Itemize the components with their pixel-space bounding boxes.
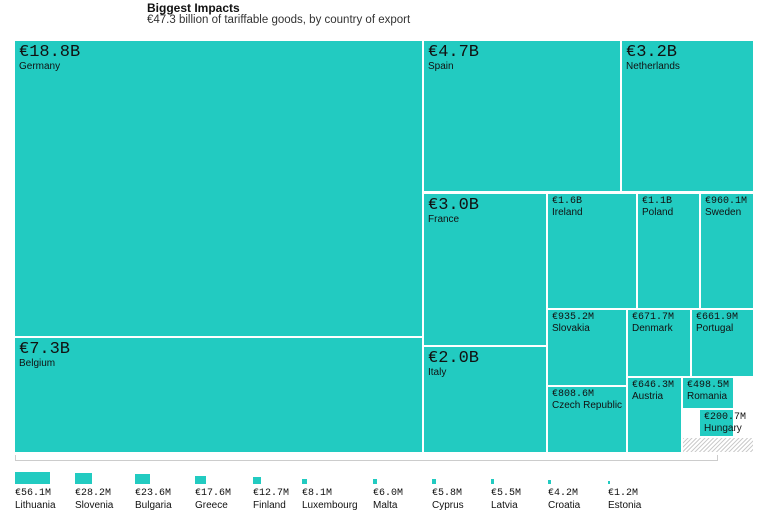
small-bar (15, 472, 50, 484)
value-label: €200.7M (704, 412, 747, 423)
tile: €960.1M Sweden (701, 194, 753, 308)
value-label: €17.6M (195, 488, 232, 499)
tile: €200.7M Hungary (700, 410, 746, 436)
category-label: Slovenia (75, 500, 114, 511)
tile-label: Netherlands (626, 61, 680, 72)
tile: €7.3B Belgium (15, 338, 422, 452)
value-label: €3.0B (428, 196, 480, 215)
tile-label: Italy (428, 367, 447, 378)
tile: €1.1B Poland (638, 194, 699, 308)
tile-label: Austria (632, 391, 664, 402)
value-label: €18.8B (19, 43, 81, 62)
value-label: €12.7M (253, 488, 290, 499)
tile-label: Portugal (696, 323, 734, 334)
value-label: €671.7M (632, 312, 675, 323)
tile-label: Sweden (705, 207, 742, 218)
tile-label: Belgium (19, 358, 56, 369)
category-label: Luxembourg (302, 500, 358, 511)
tile-label: Czech Republic (552, 400, 623, 411)
tile-label: Poland (642, 207, 674, 218)
small-bar (75, 472, 93, 484)
value-label: €28.2M (75, 488, 112, 499)
category-label: Croatia (548, 500, 581, 511)
category-label: Estonia (608, 500, 642, 511)
value-label: €4.7B (428, 43, 480, 62)
tile: €498.5M Romania (683, 378, 733, 408)
tile: €1.6B Ireland (548, 194, 636, 308)
category-label: Finland (253, 500, 286, 511)
value-label: €646.3M (632, 380, 675, 391)
tile: €3.2B Netherlands (622, 41, 753, 191)
chart-subtitle: €47.3 billion of tariffable goods, by co… (147, 14, 411, 26)
tile: €661.9M Portugal (692, 310, 753, 376)
category-label: Greece (195, 500, 228, 511)
small-bar (432, 479, 436, 484)
value-label: €56.1M (15, 488, 52, 499)
tile-label: Germany (19, 61, 61, 72)
small-bar (548, 479, 551, 484)
small-bar (373, 479, 377, 484)
tile: €18.8B Germany (15, 41, 422, 336)
category-label: Cyprus (432, 500, 464, 511)
tile: €4.7B Spain (424, 41, 620, 191)
tile-label: Hungary (704, 423, 742, 434)
small-bar (135, 473, 150, 484)
value-label: €661.9M (696, 312, 739, 323)
value-label: €3.2B (626, 43, 678, 62)
tile-label: Romania (687, 391, 728, 402)
value-label: €7.3B (19, 340, 71, 359)
bracket (15, 455, 718, 461)
tile-label: Spain (428, 61, 454, 72)
tile-label: Slovakia (552, 323, 590, 334)
value-label: €8.1M (302, 488, 333, 499)
tile: €2.0B Italy (424, 347, 546, 452)
tile-label: France (428, 214, 460, 225)
value-label: €5.5M (491, 488, 522, 499)
chart-title: Biggest Impacts (147, 1, 240, 15)
value-label: €1.1B (642, 196, 673, 207)
value-label: €1.6B (552, 196, 583, 207)
category-label: Lithuania (15, 500, 56, 511)
tile: €646.3M Austria (628, 378, 681, 452)
value-label: €6.0M (373, 488, 404, 499)
value-label: €1.2M (608, 488, 639, 499)
small-bar (253, 477, 261, 484)
value-label: €5.8M (432, 488, 463, 499)
value-label: €2.0B (428, 349, 480, 368)
small-bar (302, 478, 308, 484)
tile-label: Denmark (632, 323, 673, 334)
category-label: Bulgaria (135, 500, 172, 511)
small-bar (195, 475, 206, 484)
hatch (683, 438, 753, 452)
category-label: Malta (373, 500, 398, 511)
small-bar (491, 479, 495, 484)
value-label: €23.6M (135, 488, 172, 499)
value-label: €960.1M (705, 196, 748, 207)
tile: €3.0B France (424, 194, 546, 345)
category-label: Latvia (491, 500, 518, 511)
tile-label: Ireland (552, 207, 583, 218)
value-label: €935.2M (552, 312, 595, 323)
value-label: €808.6M (552, 389, 595, 400)
tile: €671.7M Denmark (628, 310, 690, 376)
tile: €935.2M Slovakia (548, 310, 626, 385)
small-bar (608, 480, 610, 484)
tile: €808.6M Czech Republic (548, 387, 626, 452)
value-label: €498.5M (687, 380, 730, 391)
value-label: €4.2M (548, 488, 579, 499)
